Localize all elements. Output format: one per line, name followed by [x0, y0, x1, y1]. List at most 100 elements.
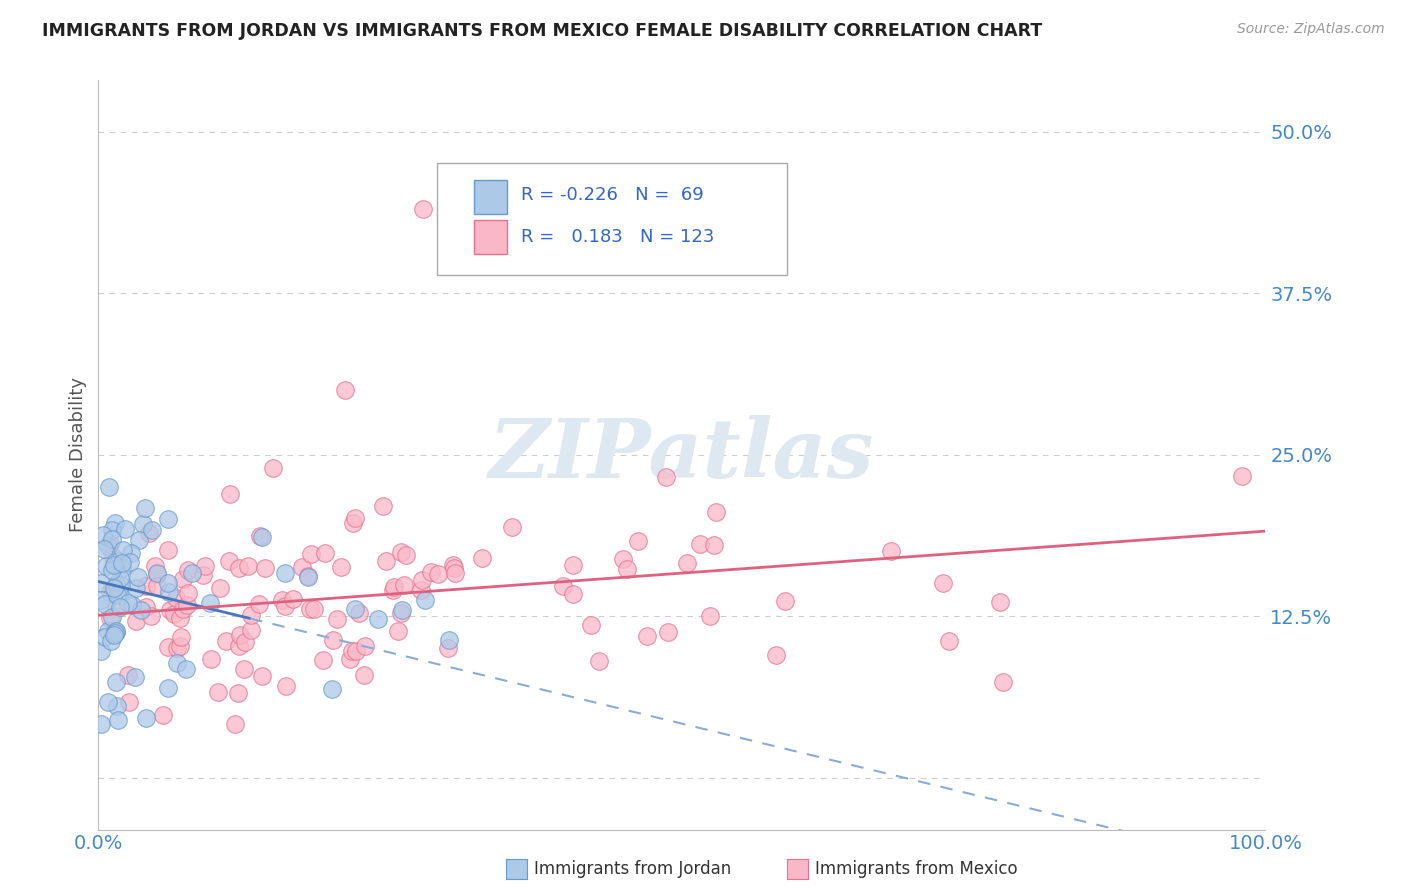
Point: [172, 572, 194, 586]
Point: [177, 586, 200, 600]
Point: [419, 565, 441, 579]
Point: [135, 579, 157, 593]
Point: [101, 563, 124, 577]
Point: [128, 533, 150, 548]
Point: [156, 640, 179, 654]
Point: [389, 606, 412, 620]
Point: [120, 546, 142, 560]
Point: [105, 675, 128, 690]
Point: [105, 624, 128, 638]
Point: [322, 632, 344, 647]
Point: [291, 560, 314, 574]
Point: [236, 558, 259, 573]
Point: [159, 603, 181, 617]
Point: [344, 644, 367, 658]
Point: [353, 668, 375, 682]
Point: [103, 624, 125, 639]
Point: [657, 624, 679, 639]
Text: R = -0.226   N =  69: R = -0.226 N = 69: [520, 186, 703, 204]
Point: [228, 639, 250, 653]
Point: [98, 480, 121, 494]
Point: [699, 608, 721, 623]
Point: [177, 563, 200, 577]
Point: [91, 528, 114, 542]
Point: [409, 582, 432, 597]
Point: [562, 558, 585, 572]
Point: [219, 486, 242, 500]
Point: [612, 552, 634, 566]
Point: [104, 598, 127, 612]
Point: [94, 631, 117, 645]
Point: [312, 653, 335, 667]
Point: [443, 566, 465, 580]
Point: [218, 554, 240, 568]
Point: [382, 580, 405, 594]
Point: [198, 596, 221, 610]
Point: [110, 561, 132, 575]
Point: [180, 566, 202, 580]
Point: [281, 591, 304, 606]
Point: [97, 695, 120, 709]
Point: [169, 639, 191, 653]
Point: [97, 624, 120, 639]
Point: [775, 593, 797, 607]
Point: [157, 681, 180, 695]
Point: [988, 595, 1011, 609]
Point: [391, 603, 413, 617]
Point: [676, 557, 699, 571]
Point: [342, 516, 364, 530]
Point: [412, 202, 434, 217]
Point: [232, 663, 254, 677]
Point: [105, 577, 128, 591]
FancyBboxPatch shape: [437, 162, 787, 275]
Point: [104, 625, 127, 640]
Point: [166, 656, 188, 670]
Point: [200, 652, 222, 666]
Point: [228, 628, 250, 642]
Point: [703, 538, 725, 552]
Point: [135, 600, 157, 615]
Point: [938, 634, 960, 648]
Point: [100, 610, 122, 624]
Point: [274, 599, 297, 613]
Point: [165, 591, 187, 606]
Point: [991, 675, 1014, 690]
Point: [90, 592, 112, 607]
Point: [104, 516, 127, 531]
Point: [94, 559, 117, 574]
Point: [342, 643, 364, 657]
Point: [314, 546, 336, 560]
Point: [209, 581, 232, 595]
Point: [103, 627, 125, 641]
Point: [250, 530, 273, 544]
Point: [689, 537, 711, 551]
Point: [501, 520, 523, 534]
Point: [157, 585, 180, 599]
Point: [163, 607, 186, 622]
Point: [297, 570, 319, 584]
Point: [127, 570, 149, 584]
Point: [141, 523, 163, 537]
Point: [174, 662, 197, 676]
Point: [105, 588, 128, 602]
Point: [252, 668, 274, 682]
Point: [117, 667, 139, 681]
Point: [253, 561, 276, 575]
Point: [239, 624, 262, 638]
Point: [1230, 469, 1253, 483]
Point: [124, 670, 146, 684]
Text: ZIPatlas: ZIPatlas: [489, 415, 875, 495]
Point: [413, 593, 436, 607]
Text: R =   0.183   N = 123: R = 0.183 N = 123: [520, 228, 714, 246]
Point: [90, 644, 112, 658]
Point: [146, 566, 169, 581]
Point: [96, 539, 118, 553]
Point: [193, 568, 215, 582]
Point: [108, 571, 131, 585]
Point: [581, 618, 603, 632]
Point: [880, 544, 903, 558]
Point: [344, 510, 367, 524]
Point: [381, 583, 404, 598]
Point: [131, 516, 153, 531]
Point: [344, 602, 367, 616]
